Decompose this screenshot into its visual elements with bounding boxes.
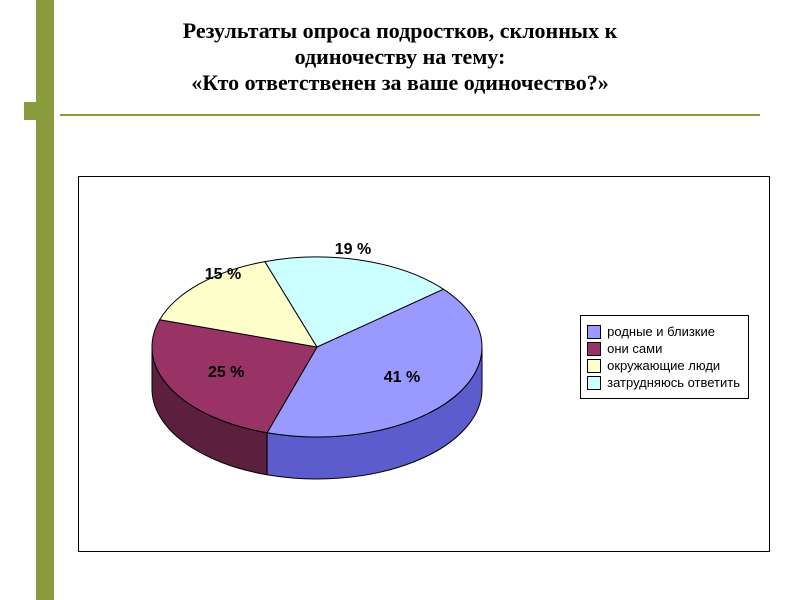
slide: Результаты опроса подростков, склонных к… bbox=[0, 0, 800, 600]
pie-label-themselves: 25 % bbox=[208, 364, 244, 382]
legend-label-dk: затрудняюсь ответить bbox=[607, 375, 740, 390]
legend-label-others: окружающие люди bbox=[607, 358, 720, 373]
legend-item-others: окружающие люди bbox=[587, 358, 740, 373]
title-line-1: Результаты опроса подростков, склонных к bbox=[80, 18, 720, 44]
legend-item-dk: затрудняюсь ответить bbox=[587, 375, 740, 390]
accent-square bbox=[24, 102, 42, 120]
legend-swatch-dk bbox=[587, 376, 601, 390]
chart-container: родные и близкие они сами окружающие люди з… bbox=[78, 176, 770, 552]
title-line-2: одиночеству на тему: bbox=[80, 44, 720, 70]
title-underline bbox=[60, 114, 760, 116]
legend-label-themselves: они сами bbox=[607, 341, 662, 356]
legend-label-relatives: родные и близкие bbox=[607, 324, 715, 339]
legend-swatch-relatives bbox=[587, 325, 601, 339]
legend-item-themselves: они сами bbox=[587, 341, 740, 356]
legend-item-relatives: родные и близкие bbox=[587, 324, 740, 339]
legend-swatch-themselves bbox=[587, 342, 601, 356]
slide-title: Результаты опроса подростков, склонных к… bbox=[80, 18, 720, 96]
pie-label-relatives: 41 % bbox=[384, 369, 420, 387]
pie-label-dk: 19 % bbox=[335, 241, 371, 259]
legend: родные и близкие они сами окружающие люди з… bbox=[580, 315, 749, 399]
accent-bar-vertical bbox=[36, 0, 54, 600]
legend-swatch-others bbox=[587, 359, 601, 373]
title-line-3: «Кто ответственен за ваше одиночество?» bbox=[80, 70, 720, 96]
pie-label-others: 15 % bbox=[205, 266, 241, 284]
